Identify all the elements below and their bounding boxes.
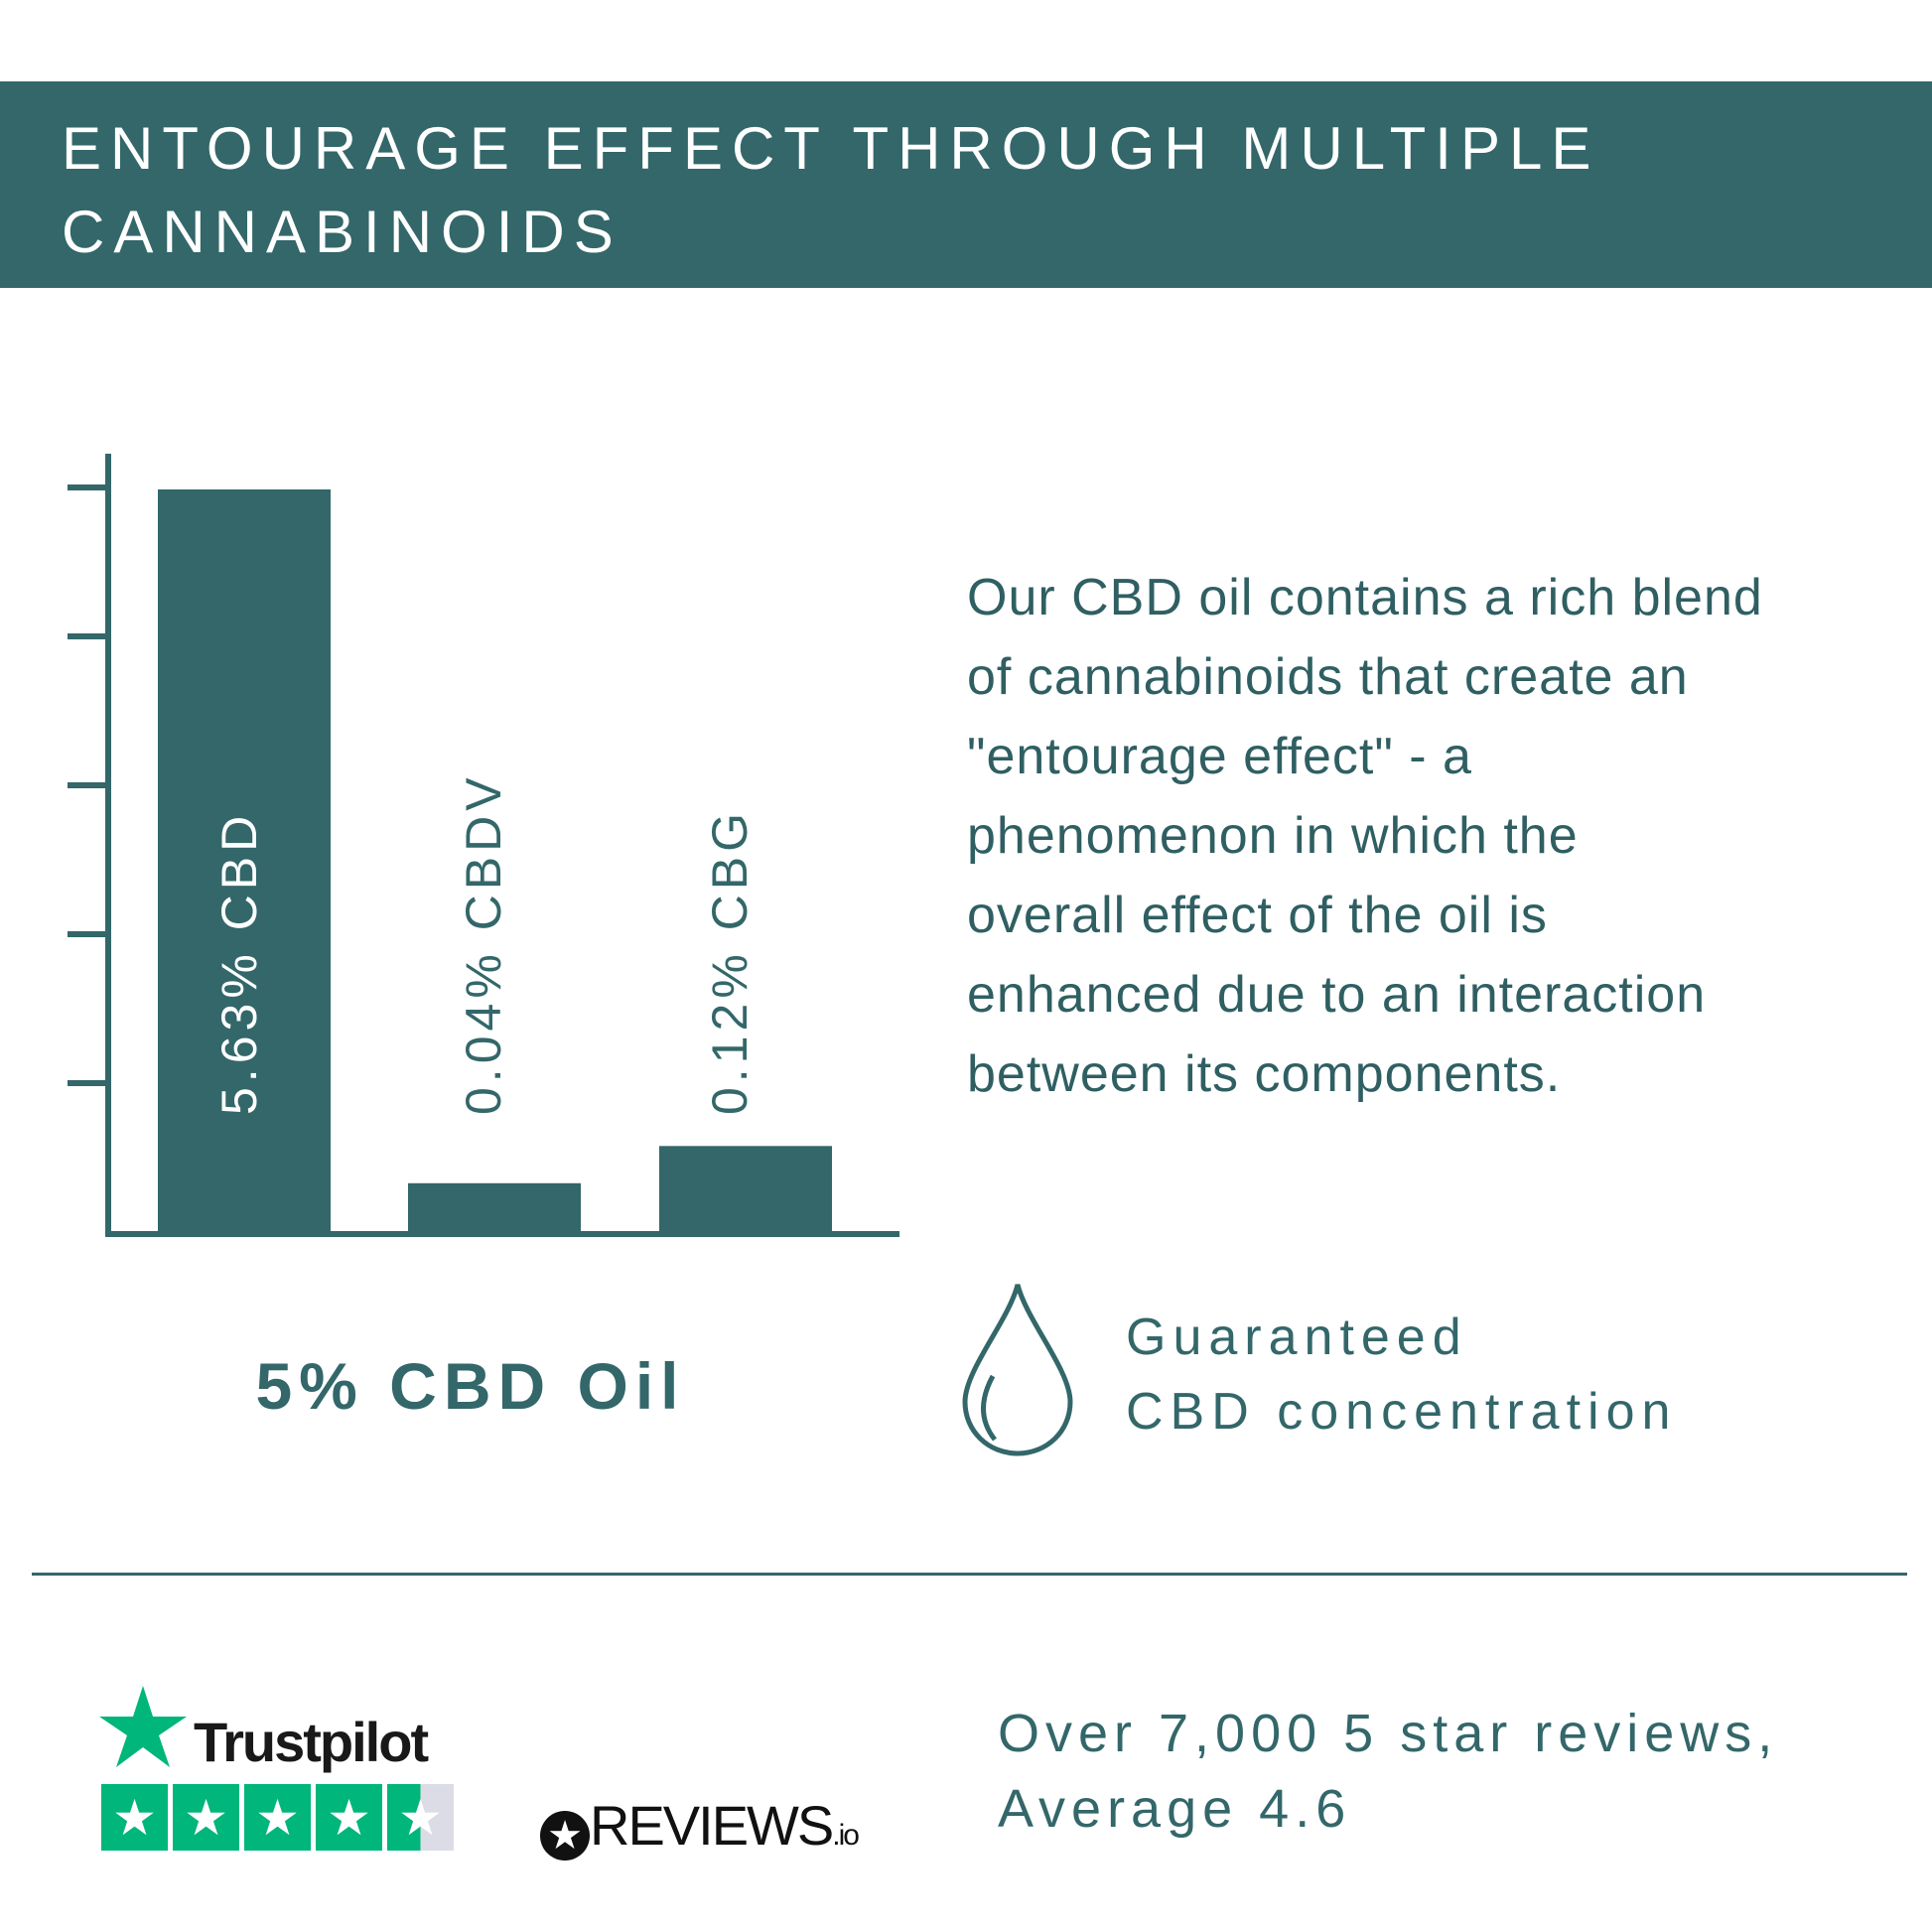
review-summary-line-2: Average 4.6 [998, 1779, 1352, 1839]
reviewsio-name: REVIEWS [590, 1794, 834, 1857]
bar-cbg [659, 1146, 832, 1234]
reviewsio-star-icon: ★ [540, 1811, 590, 1861]
description-paragraph: Our CBD oil contains a rich blend of can… [967, 558, 1900, 1114]
bar-cbd [158, 489, 331, 1234]
guarantee-line-1: Guaranteed [1126, 1309, 1468, 1366]
star-icon: ★ [244, 1784, 311, 1851]
product-label: 5% CBD Oil [255, 1349, 686, 1423]
bar-label-cbg: 0.12% CBG [702, 807, 758, 1115]
half-star-icon: ★ [387, 1784, 454, 1851]
paragraph-line: "entourage effect" - a [967, 728, 1472, 785]
bar-chart-svg [68, 454, 899, 1237]
divider [32, 1573, 1907, 1576]
star-icon: ★ [173, 1784, 239, 1851]
drop-icon [962, 1284, 1073, 1456]
title-line-1: ENTOURAGE EFFECT THROUGH MULTIPLE [62, 115, 1600, 182]
bar-chart: 5.63% CBD 0.04% CBDV 0.12% CBG [0, 437, 953, 1261]
header-banner: ENTOURAGE EFFECT THROUGH MULTIPLE CANNAB… [0, 81, 1932, 288]
paragraph-line: phenomenon in which the [967, 807, 1579, 865]
review-summary-line-1: Over 7,000 5 star reviews, [998, 1704, 1779, 1763]
review-summary: Over 7,000 5 star reviews, Average 4.6 [998, 1696, 1778, 1847]
guarantee-text: Guaranteed CBD concentration [1126, 1301, 1677, 1449]
trustpilot-star-icon [99, 1686, 187, 1767]
star-icon: ★ [101, 1784, 168, 1851]
reviewsio-suffix: .io [832, 1819, 860, 1852]
paragraph-line: enhanced due to an interaction [967, 966, 1707, 1024]
reviewsio-logo: ★ REVIEWS.io [540, 1793, 860, 1861]
paragraph-line: between its components. [967, 1045, 1562, 1103]
bar-cbdv [408, 1182, 581, 1234]
trustpilot-logo: Trustpilot [194, 1711, 429, 1773]
bar-label-cbd: 5.63% CBD [211, 810, 267, 1115]
guarantee-line-2: CBD concentration [1126, 1383, 1678, 1441]
paragraph-line: overall effect of the oil is [967, 887, 1548, 944]
paragraph-line: Our CBD oil contains a rich blend [967, 569, 1763, 626]
bar-label-cbdv: 0.04% CBDV [456, 772, 511, 1115]
star-icon: ★ [316, 1784, 382, 1851]
title-line-2: CANNABINOIDS [62, 199, 622, 265]
paragraph-line: of cannabinoids that create an [967, 648, 1689, 706]
